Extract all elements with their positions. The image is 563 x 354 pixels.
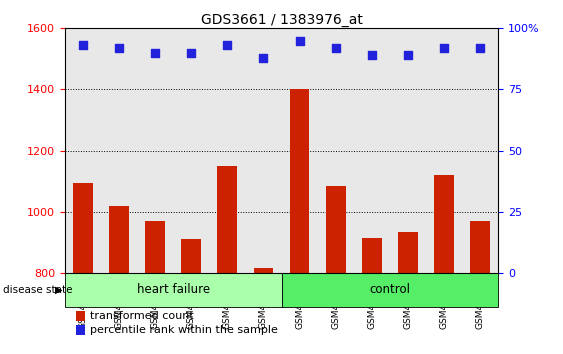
Bar (73, 183, 93, 273)
Bar (65, 273, 282, 307)
Bar (434, 175, 454, 273)
Title: GDS3661 / 1383976_at: GDS3661 / 1383976_at (200, 13, 363, 27)
Text: transformed count: transformed count (90, 311, 194, 321)
Text: ▶: ▶ (55, 285, 62, 295)
Point (404, 52, 413, 58)
Bar (109, 206, 129, 273)
Text: disease state: disease state (3, 285, 75, 295)
Point (331, 45, 340, 51)
Point (114, 45, 123, 51)
Text: control: control (369, 283, 410, 296)
Point (476, 45, 485, 51)
Point (259, 55, 268, 61)
Bar (362, 238, 382, 273)
Point (367, 52, 376, 58)
Bar (289, 90, 310, 273)
Bar (145, 221, 165, 273)
Point (223, 42, 232, 48)
Bar (282, 273, 498, 307)
Text: percentile rank within the sample: percentile rank within the sample (90, 325, 278, 335)
Bar (181, 239, 201, 273)
Point (295, 38, 304, 44)
Bar (253, 268, 274, 273)
Point (187, 50, 196, 56)
Bar (470, 221, 490, 273)
Bar (75, 325, 85, 335)
Bar (326, 185, 346, 273)
Point (78, 42, 87, 48)
Bar (217, 166, 237, 273)
Point (150, 50, 159, 56)
Text: heart failure: heart failure (137, 283, 209, 296)
Bar (398, 232, 418, 273)
Bar (75, 311, 85, 321)
Point (440, 45, 449, 51)
